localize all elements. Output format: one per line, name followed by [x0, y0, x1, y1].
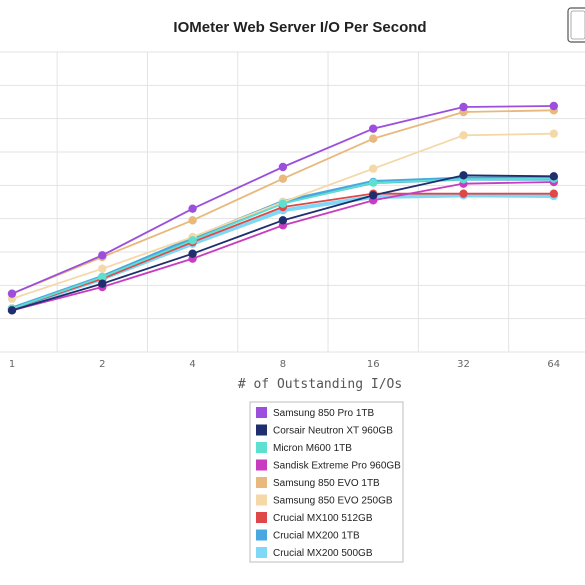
data-point — [278, 174, 288, 183]
data-point — [188, 236, 197, 245]
data-point — [549, 172, 558, 181]
x-axis-label: # of Outstanding I/Os — [238, 377, 402, 392]
x-tick-label: 16 — [367, 359, 380, 370]
legend-swatch — [256, 407, 267, 418]
data-point — [369, 134, 378, 143]
site-logo-icon — [567, 7, 585, 43]
legend-entry: Crucial MX200 500GB — [256, 547, 373, 559]
data-point — [188, 204, 197, 213]
series-1 — [7, 171, 558, 315]
legend-swatch — [256, 529, 267, 541]
data-point — [188, 216, 197, 225]
legend-swatch — [256, 547, 267, 558]
series-layer — [7, 101, 558, 315]
data-point — [98, 264, 107, 273]
data-point — [369, 191, 378, 200]
x-tick-label: 2 — [99, 359, 105, 370]
data-point — [459, 189, 468, 198]
series-6 — [7, 189, 558, 313]
data-point — [98, 251, 107, 260]
legend-box — [249, 401, 404, 563]
x-tick-label: 4 — [189, 359, 195, 370]
legend-label: Samsung 850 Pro 1TB — [273, 408, 374, 419]
data-point — [369, 124, 378, 133]
legend-entry: Micron M600 1TB — [256, 442, 352, 454]
legend-entry: Samsung 850 EVO 250GB — [256, 494, 393, 507]
legend-label: Crucial MX200 1TB — [273, 531, 360, 542]
legend-label: Sandisk Extreme Pro 960GB — [273, 461, 401, 472]
legend-swatch — [256, 512, 267, 523]
data-point — [98, 279, 107, 288]
x-axis-ticks: 1 2 4 8 16 32 64 — [9, 359, 560, 370]
x-tick-label: 64 — [547, 359, 560, 370]
data-point — [278, 162, 288, 172]
series-0 — [7, 101, 558, 298]
data-point — [278, 199, 288, 208]
legend-swatch — [256, 477, 267, 488]
legend-swatch — [256, 459, 267, 471]
legend-label: Micron M600 1TB — [273, 443, 352, 454]
data-point — [7, 289, 17, 298]
legend-label: Corsair Neutron XT 960GB — [273, 426, 393, 437]
legend-entry: Sandisk Extreme Pro 960GB — [256, 459, 401, 472]
data-point — [278, 216, 288, 225]
legend-label: Crucial MX200 500GB — [273, 548, 373, 559]
legend-swatch — [256, 494, 267, 506]
data-point — [459, 171, 468, 180]
legend-entry: Crucial MX200 1TB — [256, 529, 360, 542]
data-point — [7, 306, 17, 315]
legend-label: Samsung 850 EVO 1TB — [273, 478, 380, 489]
x-tick-label: 8 — [280, 359, 286, 370]
legend-label: Samsung 850 EVO 250GB — [273, 496, 393, 507]
data-point — [369, 178, 378, 187]
data-point — [459, 102, 468, 112]
legend-swatch — [256, 424, 267, 436]
data-point — [369, 164, 378, 173]
data-point — [98, 272, 107, 282]
legend-entry: Samsung 850 EVO 1TB — [256, 477, 380, 489]
legend: Samsung 850 Pro 1TB Corsair Neutron XT 96… — [249, 401, 404, 563]
legend-swatch — [256, 442, 267, 453]
legend-entry: Crucial MX100 512GB — [256, 512, 373, 524]
x-tick-label: 32 — [457, 359, 470, 370]
data-point — [549, 101, 558, 111]
grid — [0, 51, 585, 353]
legend-label: Crucial MX100 512GB — [273, 513, 373, 524]
legend-entry: Samsung 850 Pro 1TB — [256, 407, 374, 419]
data-point — [188, 249, 197, 258]
data-point — [549, 189, 558, 198]
data-point — [549, 129, 558, 138]
data-point — [459, 131, 468, 140]
legend-entry: Corsair Neutron XT 960GB — [256, 424, 393, 437]
chart-title: IOMeter Web Server I/O Per Second — [173, 19, 426, 36]
x-tick-label: 1 — [9, 359, 15, 370]
